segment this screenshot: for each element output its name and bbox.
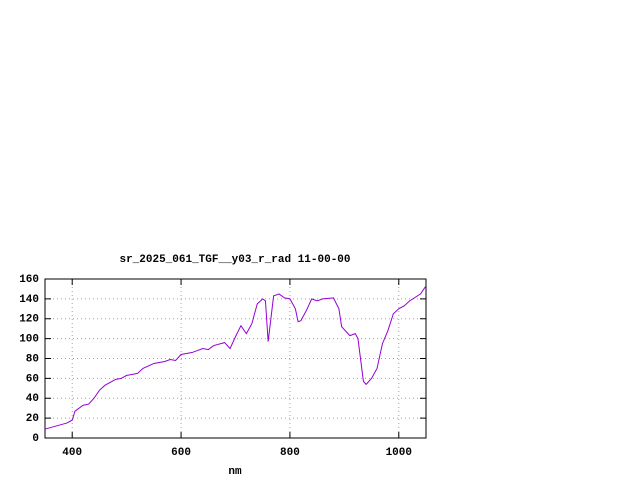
y-tick-label: 40 <box>26 393 39 405</box>
y-tick-label: 0 <box>32 433 39 445</box>
plot-border <box>44 278 427 439</box>
y-tick-label: 100 <box>19 334 39 346</box>
y-tick-label: 160 <box>19 274 39 286</box>
x-tick-label: 400 <box>62 447 82 459</box>
x-tick-label: 1000 <box>386 447 412 459</box>
y-tick-label: 20 <box>26 413 39 425</box>
x-tick-label: 600 <box>171 447 191 459</box>
x-tick-label: 800 <box>280 447 300 459</box>
x-axis-label: nm <box>228 466 242 478</box>
y-tick-label: 60 <box>26 373 39 385</box>
data-line <box>44 285 427 430</box>
y-tick-label: 140 <box>19 294 39 306</box>
chart-title: sr_2025_061_TGF__y03_r_rad 11-00-00 <box>119 254 350 266</box>
y-tick-label: 120 <box>19 314 39 326</box>
y-tick-label: 80 <box>26 353 39 365</box>
